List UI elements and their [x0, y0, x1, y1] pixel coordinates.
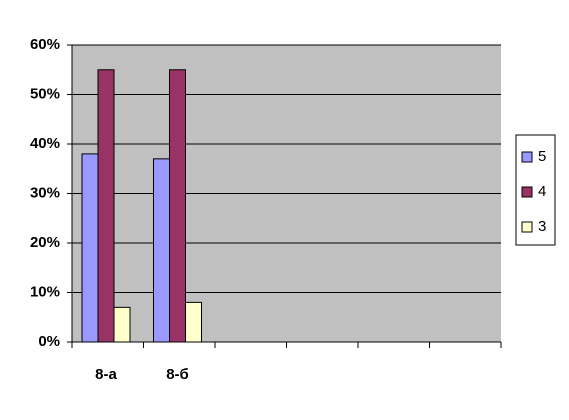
- bar: [169, 69, 186, 343]
- legend-label: 5: [538, 148, 546, 165]
- bar: [97, 69, 115, 343]
- y-tick-label: 10%: [30, 283, 60, 300]
- legend-swatch: [521, 186, 533, 198]
- legend: 5 4 3: [515, 134, 556, 246]
- y-tick-label: 30%: [30, 184, 60, 201]
- legend-label: 3: [538, 218, 546, 235]
- bar: [153, 158, 170, 343]
- y-tick-label: 0%: [38, 333, 60, 350]
- x-tick-label: 8-а: [95, 366, 117, 383]
- legend-swatch: [521, 151, 533, 163]
- legend-swatch: [521, 221, 533, 233]
- y-tick-label: 20%: [30, 234, 60, 251]
- bar: [185, 301, 202, 343]
- y-tick-label: 60%: [30, 36, 60, 53]
- bar: [81, 153, 99, 343]
- x-tick-label: 8-б: [166, 366, 189, 383]
- legend-label: 4: [538, 183, 546, 200]
- bar: [113, 306, 131, 343]
- y-tick-label: 40%: [30, 135, 60, 152]
- y-tick-label: 50%: [30, 85, 60, 102]
